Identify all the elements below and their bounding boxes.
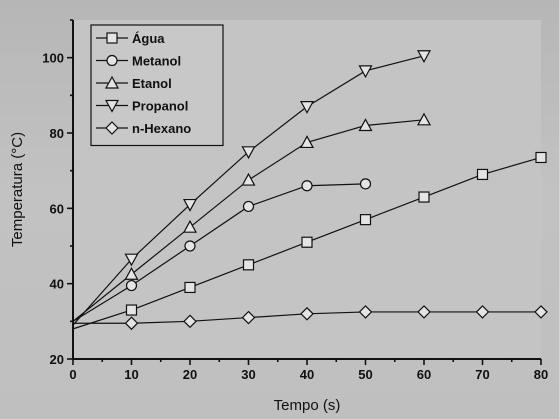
data-point-propanol xyxy=(182,198,198,212)
legend-label--gua: Água xyxy=(132,31,165,46)
data-point-etanol xyxy=(241,172,256,186)
legend-swatch-marker-n-hexano xyxy=(105,121,119,135)
data-point-n-hexano xyxy=(300,306,314,321)
data-point-etanol xyxy=(182,219,198,233)
x-tick-label: 60 xyxy=(417,367,431,382)
data-point-n-hexano xyxy=(417,305,431,319)
x-tick-label: 20 xyxy=(183,367,197,382)
legend-label-propanol: Propanol xyxy=(132,99,188,114)
data-point-etanol xyxy=(416,112,432,126)
x-tick-label: 10 xyxy=(124,367,138,382)
data-point--gua xyxy=(476,168,489,181)
data-point--gua xyxy=(184,281,196,294)
data-point-metanol xyxy=(359,178,372,190)
legend-swatch-marker-etanol xyxy=(104,75,120,89)
data-point-metanol xyxy=(242,200,255,213)
legend-label-n-hexano: n-Hexano xyxy=(132,121,191,136)
y-tick-label: 100 xyxy=(42,51,64,66)
data-point-n-hexano xyxy=(475,305,490,319)
data-point-propanol xyxy=(241,146,256,160)
data-point-n-hexano xyxy=(124,316,139,331)
legend-swatch-marker--gua xyxy=(106,32,118,44)
data-point-etanol xyxy=(299,135,315,149)
data-point--gua xyxy=(125,304,138,316)
data-point-n-hexano xyxy=(241,310,256,325)
data-point-metanol xyxy=(301,180,313,192)
series-propanol xyxy=(72,50,432,326)
data-point--gua xyxy=(535,151,547,164)
series-n-hexano xyxy=(73,305,548,331)
series-line-metanol xyxy=(72,183,366,322)
series--gua xyxy=(72,151,547,330)
data-point-propanol xyxy=(124,253,139,267)
legend-swatch-marker-propanol xyxy=(104,99,120,113)
data-point-n-hexano xyxy=(358,305,373,319)
data-point--gua xyxy=(359,214,372,226)
x-tick-label: 70 xyxy=(475,367,489,382)
legend-label-metanol: Metanol xyxy=(132,54,181,69)
data-point--gua xyxy=(242,259,255,271)
legend-swatch-marker-metanol xyxy=(106,54,118,67)
y-tick-label: 60 xyxy=(50,201,64,216)
y-tick-label: 80 xyxy=(50,126,64,141)
data-point-metanol xyxy=(184,240,196,252)
series-metanol xyxy=(72,178,372,322)
data-point--gua xyxy=(418,191,430,203)
data-point-propanol xyxy=(299,101,315,114)
data-point-propanol xyxy=(358,65,373,79)
data-point-etanol xyxy=(358,118,373,132)
data-point--gua xyxy=(301,236,313,248)
x-axis-title: Tempo (s) xyxy=(274,397,341,414)
x-tick-label: 80 xyxy=(534,367,548,382)
x-tick-label: 0 xyxy=(69,367,76,382)
legend-label-etanol: Etanol xyxy=(132,76,172,91)
data-point-etanol xyxy=(124,266,139,280)
series-etanol xyxy=(72,112,432,322)
y-axis-title: Temperatura (°C) xyxy=(9,132,26,247)
x-tick-label: 30 xyxy=(241,367,255,382)
data-point-n-hexano xyxy=(183,314,197,329)
x-tick-label: 40 xyxy=(300,367,314,382)
data-point-propanol xyxy=(416,50,432,64)
data-point-metanol xyxy=(125,279,138,292)
y-tick-label: 20 xyxy=(50,352,64,367)
data-point-n-hexano xyxy=(534,305,548,319)
legend: Água Metanol Etanol Propanol n-Hexano xyxy=(90,24,224,147)
y-tick-label: 40 xyxy=(50,277,64,292)
series-layer xyxy=(72,50,548,331)
x-tick-label: 50 xyxy=(358,367,372,382)
